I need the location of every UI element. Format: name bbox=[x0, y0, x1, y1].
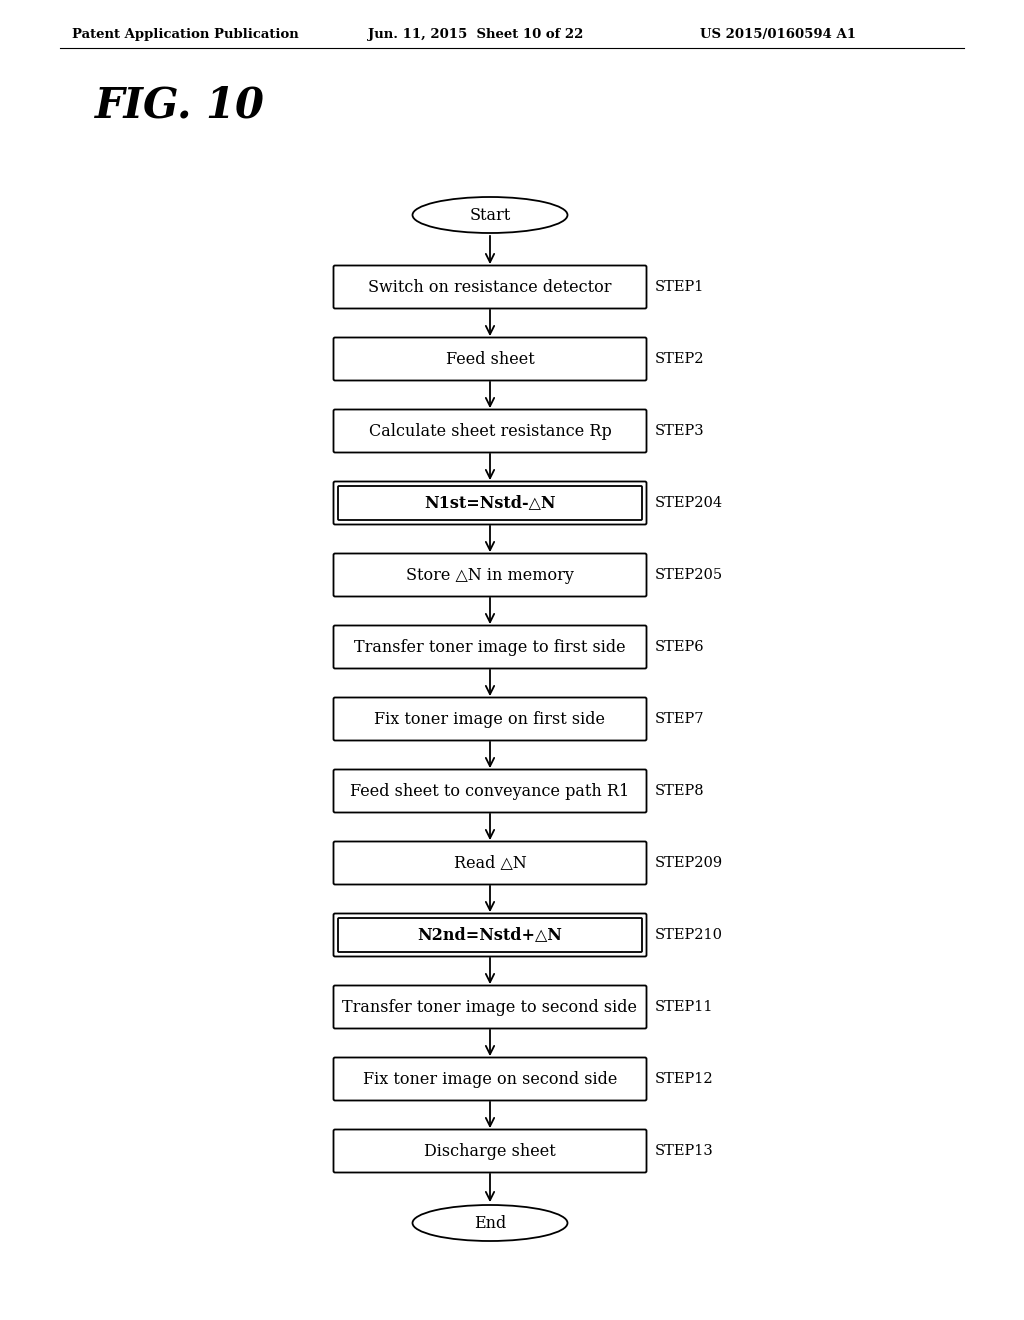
FancyBboxPatch shape bbox=[334, 1057, 646, 1101]
FancyBboxPatch shape bbox=[334, 913, 646, 957]
FancyBboxPatch shape bbox=[338, 486, 642, 520]
FancyBboxPatch shape bbox=[334, 986, 646, 1028]
Text: Start: Start bbox=[469, 206, 511, 223]
Text: STEP7: STEP7 bbox=[655, 711, 705, 726]
FancyBboxPatch shape bbox=[334, 842, 646, 884]
FancyBboxPatch shape bbox=[334, 1130, 646, 1172]
Text: Calculate sheet resistance Rp: Calculate sheet resistance Rp bbox=[369, 422, 611, 440]
FancyBboxPatch shape bbox=[334, 265, 646, 309]
Text: Feed sheet to conveyance path R1: Feed sheet to conveyance path R1 bbox=[350, 783, 630, 800]
FancyBboxPatch shape bbox=[338, 917, 642, 952]
Text: Discharge sheet: Discharge sheet bbox=[424, 1143, 556, 1159]
Text: Fix toner image on second side: Fix toner image on second side bbox=[362, 1071, 617, 1088]
FancyBboxPatch shape bbox=[334, 697, 646, 741]
Text: Feed sheet: Feed sheet bbox=[445, 351, 535, 367]
FancyBboxPatch shape bbox=[334, 338, 646, 380]
Text: STEP209: STEP209 bbox=[655, 855, 723, 870]
Text: Read △N: Read △N bbox=[454, 854, 526, 871]
FancyBboxPatch shape bbox=[334, 553, 646, 597]
Text: FIG. 10: FIG. 10 bbox=[95, 84, 265, 127]
Text: Fix toner image on first side: Fix toner image on first side bbox=[375, 710, 605, 727]
Text: STEP2: STEP2 bbox=[655, 352, 705, 366]
Text: N2nd=Nstd+△N: N2nd=Nstd+△N bbox=[418, 927, 562, 944]
Text: Store △N in memory: Store △N in memory bbox=[407, 566, 573, 583]
Text: STEP210: STEP210 bbox=[655, 928, 723, 942]
Text: Transfer toner image to second side: Transfer toner image to second side bbox=[342, 998, 638, 1015]
Text: N1st=Nstd-△N: N1st=Nstd-△N bbox=[424, 495, 556, 511]
Text: STEP1: STEP1 bbox=[655, 280, 705, 294]
Text: STEP6: STEP6 bbox=[655, 640, 705, 653]
FancyBboxPatch shape bbox=[334, 409, 646, 453]
Text: STEP8: STEP8 bbox=[655, 784, 705, 799]
Text: STEP13: STEP13 bbox=[655, 1144, 714, 1158]
Ellipse shape bbox=[413, 1205, 567, 1241]
Text: End: End bbox=[474, 1214, 506, 1232]
Text: STEP12: STEP12 bbox=[655, 1072, 714, 1086]
Ellipse shape bbox=[413, 197, 567, 234]
Text: US 2015/0160594 A1: US 2015/0160594 A1 bbox=[700, 28, 856, 41]
Text: STEP204: STEP204 bbox=[655, 496, 723, 510]
Text: STEP3: STEP3 bbox=[655, 424, 705, 438]
FancyBboxPatch shape bbox=[334, 482, 646, 524]
FancyBboxPatch shape bbox=[334, 626, 646, 668]
Text: STEP11: STEP11 bbox=[655, 1001, 714, 1014]
Text: STEP205: STEP205 bbox=[655, 568, 723, 582]
Text: Jun. 11, 2015  Sheet 10 of 22: Jun. 11, 2015 Sheet 10 of 22 bbox=[368, 28, 584, 41]
Text: Transfer toner image to first side: Transfer toner image to first side bbox=[354, 639, 626, 656]
FancyBboxPatch shape bbox=[334, 770, 646, 813]
Text: Switch on resistance detector: Switch on resistance detector bbox=[369, 279, 611, 296]
Text: Patent Application Publication: Patent Application Publication bbox=[72, 28, 299, 41]
